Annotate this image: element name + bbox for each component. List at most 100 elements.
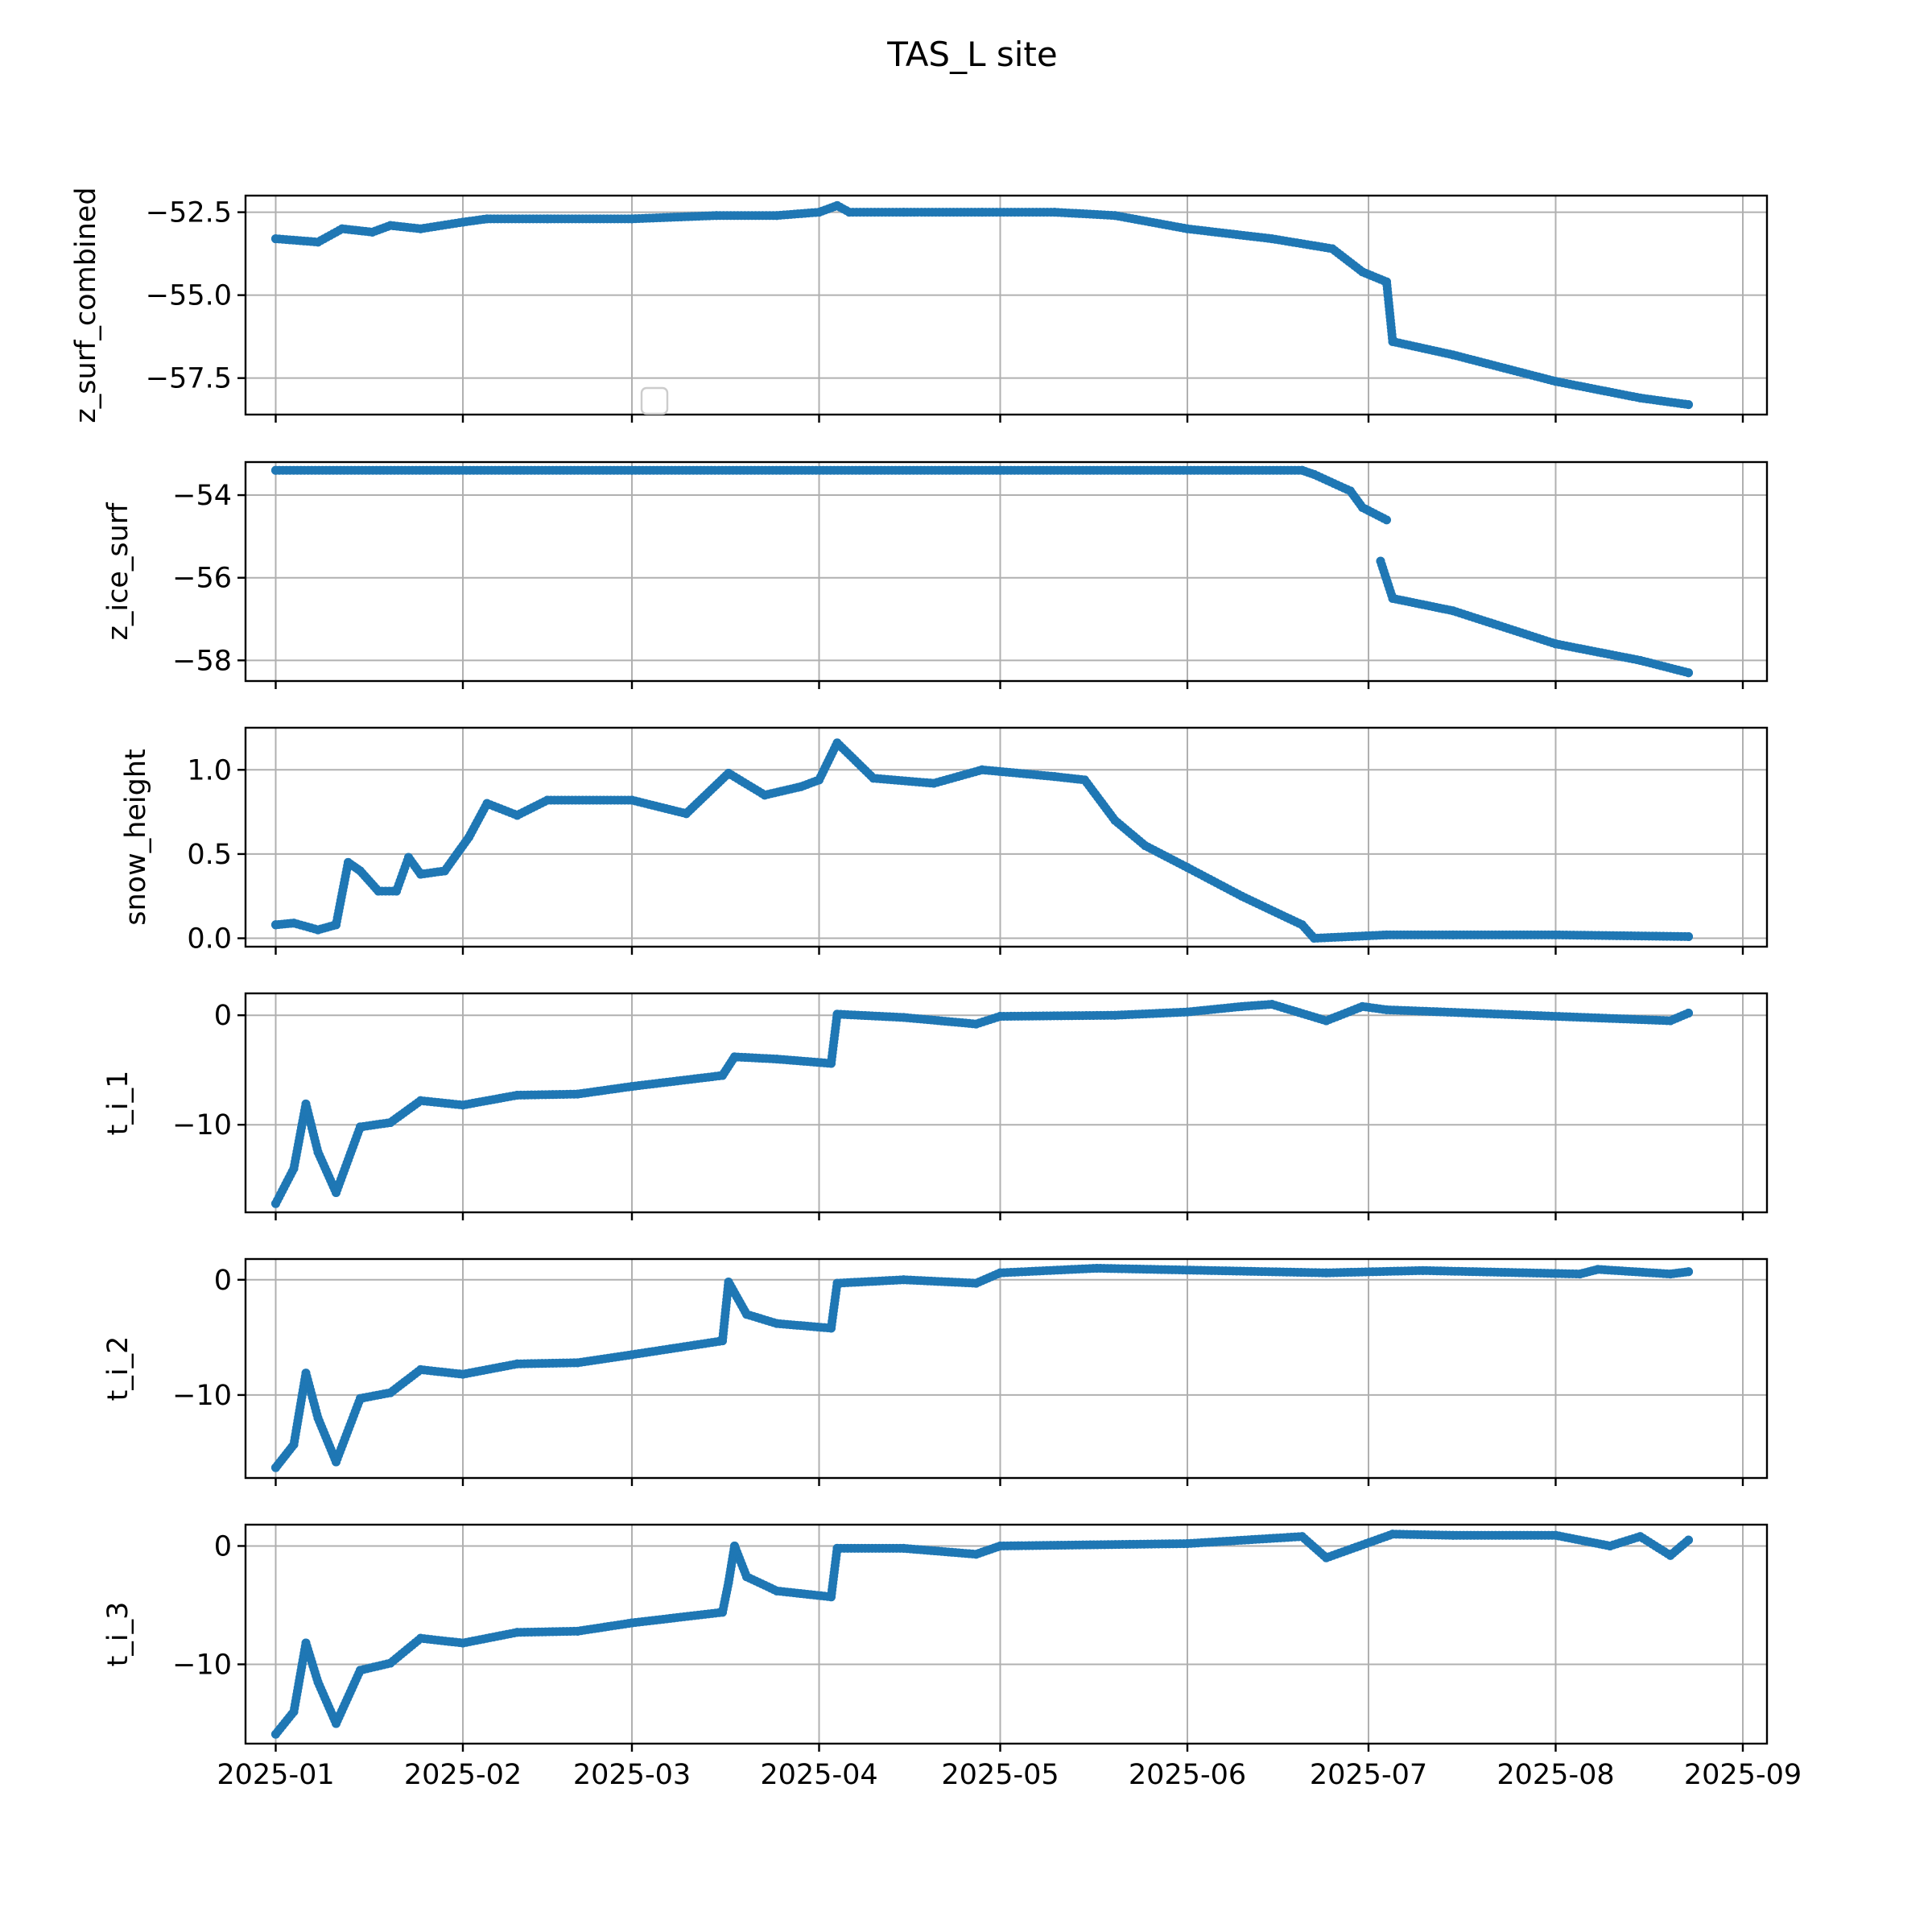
data-point: [1183, 1007, 1192, 1017]
data-point: [718, 1336, 727, 1346]
data-point: [1684, 668, 1693, 678]
data-point: [827, 1059, 836, 1068]
data-series: [271, 738, 1693, 943]
data-point: [458, 1100, 468, 1110]
data-point: [1593, 1265, 1603, 1274]
data-point: [368, 227, 377, 237]
axes-frame: [244, 194, 1769, 416]
data-point: [374, 886, 383, 896]
data-point: [392, 886, 401, 896]
data-point: [1183, 1539, 1192, 1549]
data-point: [1237, 891, 1246, 901]
data-point: [1388, 593, 1397, 603]
data-point: [313, 1678, 323, 1687]
y-axis-label: t_i_2: [102, 1336, 134, 1402]
figure-title: TAS_L site: [886, 35, 1057, 74]
data-point: [1183, 224, 1192, 233]
data-point: [482, 799, 492, 808]
legend-box: [640, 386, 669, 415]
data-point: [742, 1572, 751, 1582]
data-point: [977, 765, 987, 774]
data-point: [271, 920, 280, 930]
data-point: [827, 1323, 836, 1333]
subplot-3: 0.0 0.5 1.0 snow_height: [120, 726, 1769, 956]
data-point: [356, 1122, 365, 1132]
data-point: [899, 1275, 908, 1285]
data-point: [416, 1364, 425, 1374]
data-point: [543, 214, 552, 224]
data-point: [724, 1578, 733, 1587]
data-point: [1322, 1553, 1331, 1563]
data-point: [1298, 1532, 1307, 1542]
data-point: [573, 1626, 582, 1636]
data-point: [271, 1199, 280, 1208]
data-point: [772, 211, 782, 221]
y-axis-label: z_ice_surf: [102, 502, 134, 641]
subplot-4: 0 −10 t_i_1: [102, 992, 1769, 1220]
data-point: [627, 465, 637, 475]
data-point: [832, 200, 842, 210]
x-tick-label: 2025-06: [1129, 1759, 1246, 1791]
y-tick-label: 0.0: [187, 923, 232, 956]
data-point: [1666, 1269, 1675, 1279]
axes-frame: [244, 726, 1769, 948]
data-point: [386, 1388, 395, 1397]
data-point: [458, 1369, 468, 1379]
data-point: [730, 1052, 739, 1062]
y-tick-label: 1.0: [187, 754, 232, 786]
data-point: [289, 919, 299, 928]
data-point: [1636, 655, 1645, 665]
data-point: [972, 1019, 980, 1029]
axes-frame: [244, 1257, 1769, 1480]
data-point: [464, 832, 473, 842]
data-point: [1388, 1530, 1397, 1539]
data-point: [1110, 1010, 1120, 1020]
x-tick-label: 2025-02: [404, 1759, 522, 1791]
data-point: [1267, 234, 1277, 244]
data-point: [271, 465, 280, 475]
y-tick-label: −52.5: [146, 197, 232, 229]
data-point: [627, 214, 637, 224]
data-point: [682, 809, 691, 819]
axes-frame: [244, 1523, 1769, 1745]
data-point: [513, 1090, 522, 1100]
data-point: [929, 778, 939, 788]
data-point: [1050, 208, 1059, 217]
data-point: [1666, 1016, 1675, 1026]
data-point: [573, 1358, 582, 1368]
data-point: [313, 237, 323, 247]
data-point: [1382, 277, 1391, 287]
data-point: [289, 1164, 299, 1174]
data-series: [271, 1530, 1693, 1739]
data-point: [724, 1278, 733, 1287]
y-axis-label: snow_height: [120, 749, 152, 926]
y-tick-label: −55.0: [146, 280, 232, 312]
data-point: [832, 1278, 842, 1288]
data-point: [718, 1608, 727, 1617]
data-point: [1418, 1265, 1427, 1275]
data-point: [996, 1012, 1005, 1022]
data-point: [627, 1350, 637, 1360]
data-point: [996, 1541, 1005, 1550]
data-point: [1080, 775, 1089, 785]
data-point: [1110, 211, 1120, 221]
x-tick-label: 2025-04: [760, 1759, 877, 1791]
data-point: [301, 1638, 311, 1648]
y-tick-label: −10: [172, 1109, 232, 1141]
data-point: [1382, 930, 1391, 939]
data-point: [386, 221, 395, 230]
y-axis-label: t_i_3: [102, 1602, 134, 1667]
data-point: [332, 1188, 341, 1198]
data-point: [301, 1368, 311, 1378]
y-tick-label: 0: [214, 1000, 232, 1032]
data-point: [832, 1543, 842, 1553]
data-point: [1382, 1005, 1391, 1014]
data-point: [1388, 336, 1397, 346]
data-point: [832, 1009, 842, 1019]
y-tick-label: 0: [214, 1530, 232, 1563]
data-point: [416, 869, 425, 879]
data-point: [1684, 931, 1693, 941]
data-point: [289, 1439, 299, 1449]
data-point: [772, 1319, 782, 1328]
